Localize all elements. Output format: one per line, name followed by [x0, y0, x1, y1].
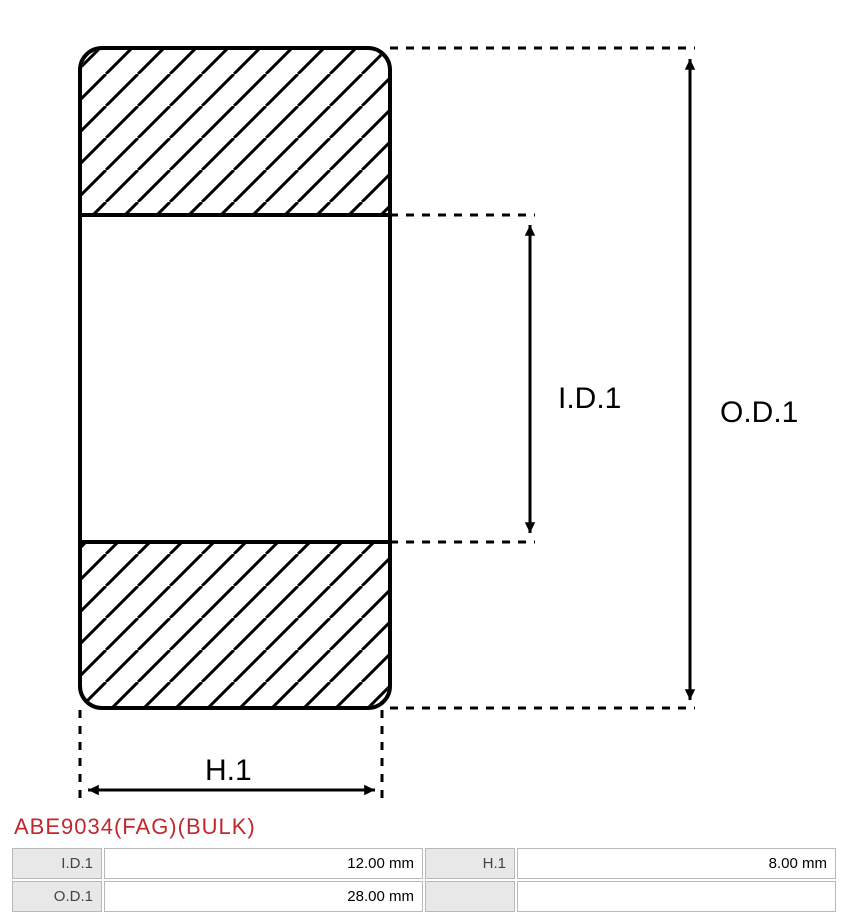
spec-label: I.D.1 — [12, 848, 102, 879]
spec-value — [517, 881, 836, 912]
spec-label — [425, 881, 515, 912]
svg-text:H.1: H.1 — [205, 754, 252, 787]
svg-text:O.D.1: O.D.1 — [720, 396, 798, 429]
technical-diagram: O.D.1 I.D.1 H.1 — [10, 10, 838, 810]
spec-label: O.D.1 — [12, 881, 102, 912]
spec-label: H.1 — [425, 848, 515, 879]
svg-text:I.D.1: I.D.1 — [558, 382, 621, 415]
spec-value: 8.00 mm — [517, 848, 836, 879]
spec-table: I.D.1 12.00 mm H.1 8.00 mm O.D.1 28.00 m… — [10, 846, 838, 914]
table-row: O.D.1 28.00 mm — [12, 881, 836, 912]
spec-value: 12.00 mm — [104, 848, 423, 879]
spec-value: 28.00 mm — [104, 881, 423, 912]
product-title: ABE9034(FAG)(BULK) — [10, 810, 838, 844]
table-row: I.D.1 12.00 mm H.1 8.00 mm — [12, 848, 836, 879]
